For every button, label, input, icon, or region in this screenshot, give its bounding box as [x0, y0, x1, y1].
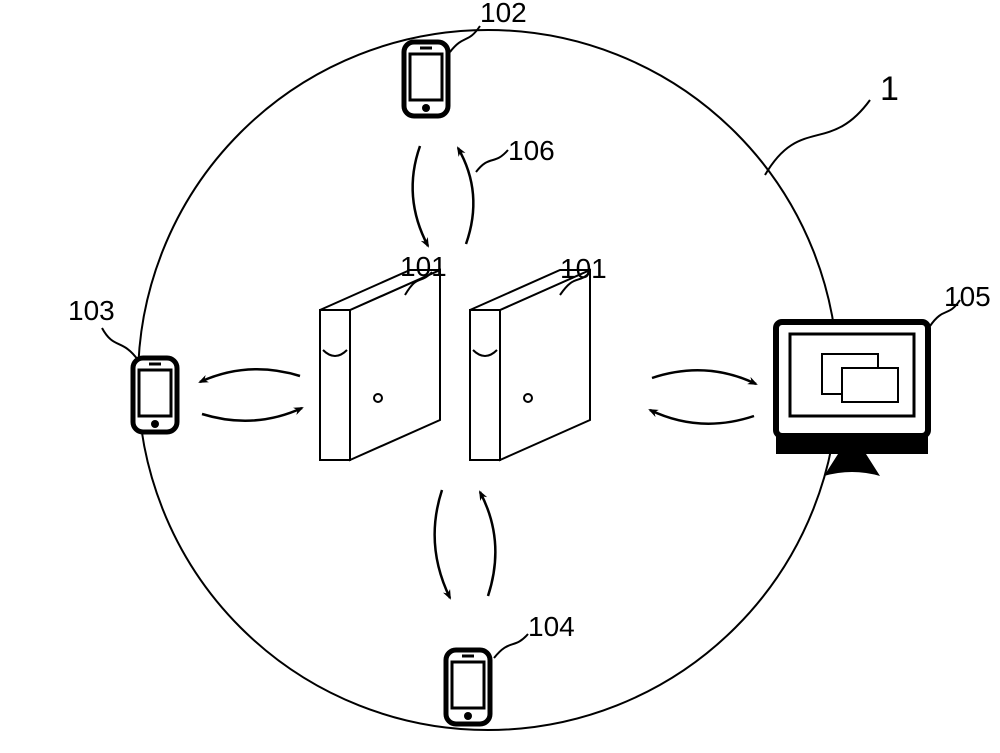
phone-bottom — [446, 634, 528, 724]
phone-top — [404, 26, 480, 116]
phone-top-label: 102 — [480, 0, 527, 28]
bidirectional-arrows-left — [200, 369, 302, 420]
phone-left-label: 103 — [68, 295, 115, 326]
server-right — [470, 270, 590, 460]
system-label: 1 — [880, 70, 899, 108]
bidirectional-arrows-right — [650, 370, 756, 423]
phone-bottom-label: 104 — [528, 611, 575, 642]
monitor — [776, 300, 960, 476]
monitor-label: 105 — [944, 281, 991, 312]
server-right-label: 101 — [560, 253, 607, 284]
bidirectional-arrows-bottom — [435, 490, 496, 598]
server-left-label: 101 — [400, 251, 447, 282]
arrow-label-106: 106 — [508, 135, 555, 166]
server-left — [320, 270, 440, 460]
system-label-leader — [765, 100, 870, 175]
bidirectional-arrows-top — [413, 146, 508, 246]
